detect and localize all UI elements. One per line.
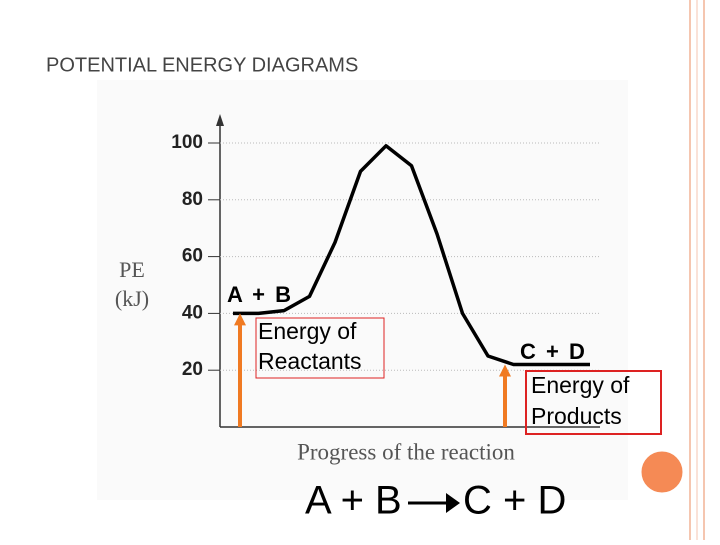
equation-right: C + D <box>463 479 566 523</box>
x-axis-label: Progress of the reaction <box>297 439 515 464</box>
y-tick-label: 40 <box>182 302 203 323</box>
y-axis-label: PE <box>119 257 145 282</box>
y-tick-label: 100 <box>171 132 203 153</box>
y-tick-label: 60 <box>182 246 203 267</box>
y-axis-label: (kJ) <box>115 286 149 311</box>
reactant-energy-label: Energy of <box>258 318 357 344</box>
product-energy-label: Energy of <box>531 372 630 398</box>
y-tick-label: 20 <box>182 359 203 380</box>
y-tick-label: 80 <box>182 189 203 210</box>
decor-circle <box>638 448 686 496</box>
chart-background <box>97 80 628 500</box>
products-label: C + D <box>520 339 587 364</box>
chart: 20 40 60 80 100 PE (kJ) Progress of the reactio… <box>115 114 662 464</box>
reactants-label: A + B <box>227 282 293 307</box>
energy-arrow-head <box>234 313 246 326</box>
energy-arrow-head <box>499 364 511 377</box>
label-box <box>525 370 662 435</box>
slide-title: POTENTIAL ENERGY DIAGRAMS <box>46 54 358 76</box>
y-axis-arrow <box>216 114 224 126</box>
product-energy-label: Products <box>531 403 622 429</box>
energy-curve <box>233 144 590 367</box>
label-box <box>255 317 385 379</box>
equation-arrow <box>408 493 460 513</box>
equation-left: A + B <box>305 479 402 523</box>
reactant-energy-label: Reactants <box>258 348 362 374</box>
